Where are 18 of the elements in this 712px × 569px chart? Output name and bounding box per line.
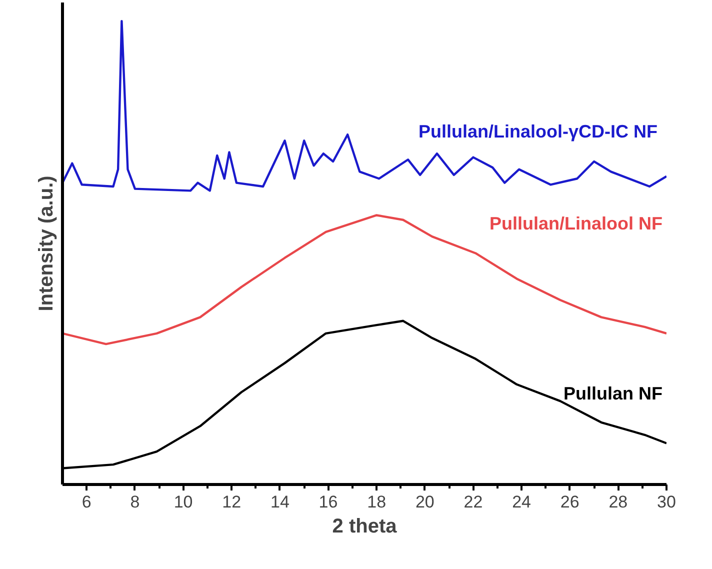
x-tick-label: 6 [82, 492, 92, 512]
x-tick-label: 24 [512, 492, 532, 512]
x-tick-label: 16 [318, 492, 338, 512]
x-tick-label: 22 [464, 492, 483, 512]
x-tick-label: 28 [608, 492, 628, 512]
x-tick-label: 30 [657, 492, 676, 512]
x-axis-title: 2 theta [332, 516, 398, 538]
y-axis-title: Intensity (a.u.) [36, 176, 58, 312]
x-tick-label: 26 [560, 492, 580, 512]
series-label: Pullulan NF [564, 383, 663, 404]
x-tick-label: 14 [270, 492, 290, 512]
x-tick-label: 12 [222, 492, 242, 512]
series-label: Pullulan/Linalool-γCD-IC NF [418, 121, 658, 142]
series-label: Pullulan/Linalool NF [490, 213, 663, 234]
x-tick-label: 18 [367, 492, 386, 512]
x-tick-label: 8 [130, 492, 140, 512]
x-tick-label: 10 [174, 492, 193, 512]
x-tick-label: 20 [415, 492, 434, 512]
